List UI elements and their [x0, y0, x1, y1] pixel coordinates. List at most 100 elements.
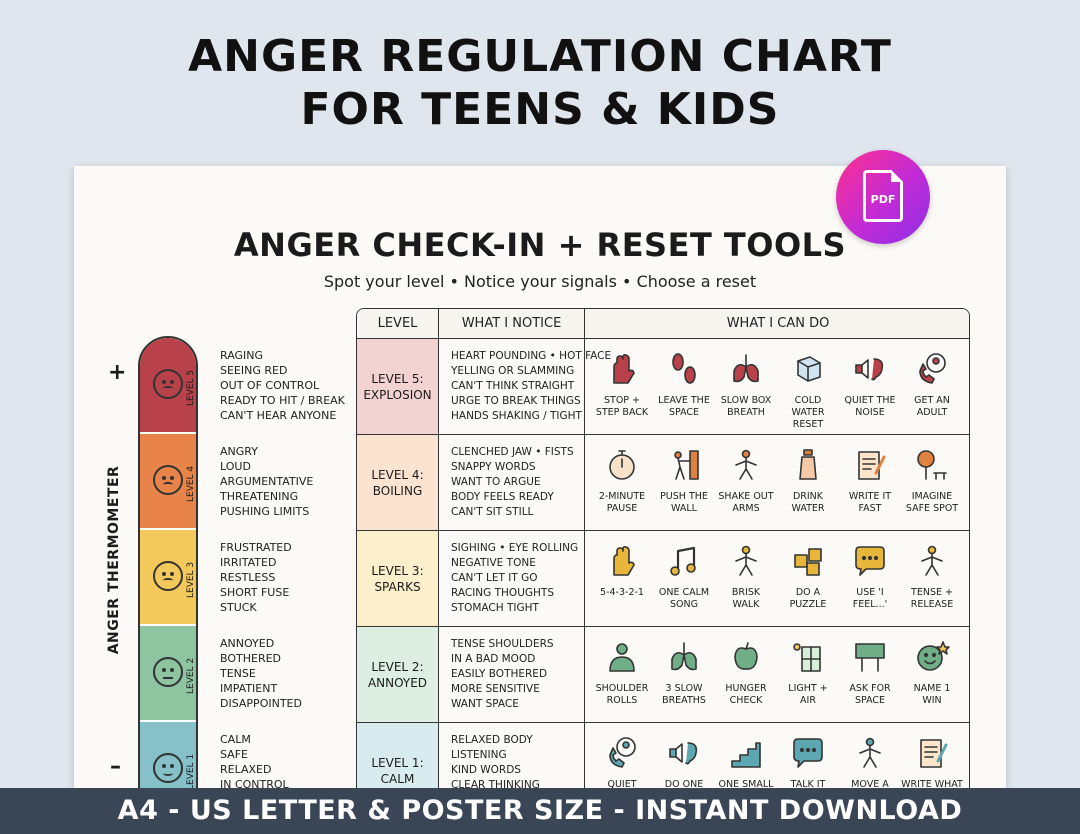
reset-tool-label: SHAKE OUT ARMS: [718, 491, 774, 514]
notice-item: SNAPPY WORDS: [451, 461, 536, 473]
signal-item: TENSE: [220, 667, 256, 680]
reset-tool-label: WRITE IT FAST: [848, 491, 892, 514]
reset-tool: NAME 1 WIN: [901, 639, 963, 719]
signal-item: RESTLESS: [220, 571, 276, 584]
reset-tool-label: COLD WATER RESET: [791, 395, 825, 430]
reset-tool-label: ONE CALM SONG: [658, 587, 710, 610]
reset-tool-label: TALK IT: [790, 779, 826, 790]
tree-bench-icon: [914, 447, 950, 483]
reset-tool: GET AN ADULT: [901, 351, 963, 431]
thermometer-signal-list: RAGING SEEING RED OUT OF CONTROL READY TO H…: [220, 348, 380, 423]
chat-icon: [790, 735, 826, 771]
thermometer-signal-list: ANGRY LOUD ARGUMENTATIVE THREATENING PUSHING…: [220, 444, 380, 519]
thermometer-signal-list: CALM SAFE RELAXED IN CONTROL: [220, 732, 380, 792]
walking-icon: [728, 543, 764, 579]
running-icon: [852, 735, 888, 771]
notice-item: CAN'T SIT STILL: [451, 506, 534, 518]
levels-table: LEVEL WHAT I NOTICE WHAT I CAN DO LEVEL …: [356, 308, 970, 806]
reset-tool-label: ONE SMALL: [718, 779, 774, 790]
level-cell: LEVEL 5: EXPLOSION: [357, 339, 439, 434]
notice-item: TENSE SHOULDERS: [451, 638, 554, 650]
pdf-badge: PDF: [836, 150, 930, 244]
emotion-face-icon: [153, 753, 183, 783]
reset-tool-label: QUIET: [607, 779, 637, 790]
reset-tool-label: WRITE WHAT: [901, 779, 963, 790]
anger-thermometer: [138, 336, 198, 806]
water-bottle-icon: [790, 447, 826, 483]
reset-tool: 3 SLOW BREATHS: [653, 639, 715, 719]
level-cell: LEVEL 3: SPARKS: [357, 531, 439, 626]
face-mouth: [163, 771, 173, 776]
reset-tool-label: 2-MINUTE PAUSE: [598, 491, 646, 514]
level-cell: LEVEL 2: ANNOYED: [357, 627, 439, 722]
hero-title-line2: FOR TEENS & KIDS: [300, 84, 780, 135]
notice-item: HANDS SHAKING / TIGHT: [451, 410, 582, 422]
notice-item: YELLING OR SLAMMING: [451, 365, 575, 377]
reset-tool-label: MOVE A: [851, 779, 889, 790]
signal-item: ANNOYED: [220, 637, 275, 650]
signal-item: DISAPPOINTED: [220, 697, 302, 710]
signal-item: FRUSTRATED: [220, 541, 292, 554]
window-sun-icon: [790, 639, 826, 675]
reset-tool: QUIET THE NOISE: [839, 351, 901, 431]
phone-adult-icon: [914, 351, 950, 387]
reset-tool: LEAVE THE SPACE: [653, 351, 715, 431]
table-row: LEVEL 2: ANNOYED TENSE SHOULDERS IN A BAD …: [357, 627, 969, 723]
signal-item: IMPATIENT: [220, 682, 278, 695]
reset-tool-label: 3 SLOW BREATHS: [662, 683, 706, 706]
thermometer-segment: [140, 626, 196, 722]
notice-item: RACING THOUGHTS: [451, 587, 554, 599]
reset-tool-label: 5-4-3-2-1: [600, 587, 644, 598]
notice-item: WANT SPACE: [451, 698, 519, 710]
thermometer-axis-label: ANGER THERMOMETER: [106, 465, 122, 655]
smiley-star-icon: [914, 639, 950, 675]
notice-cell: TENSE SHOULDERS IN A BAD MOOD EASILY BOTHE…: [439, 627, 585, 722]
signal-item: CALM: [220, 733, 251, 746]
header-do: WHAT I CAN DO: [726, 316, 830, 331]
thermometer-plus: +: [108, 360, 127, 385]
reset-tool: QUIET: [591, 735, 653, 806]
table-row: LEVEL 5: EXPLOSION HEART POUNDING • HOT F…: [357, 339, 969, 435]
notice-item: MORE SENSITIVE: [451, 683, 540, 695]
reset-tool-label: LEAVE THE SPACE: [658, 395, 710, 418]
tools-cell: SHOULDER ROLLS 3 SLOW BREATHS HUNGER CHECK…: [585, 627, 969, 722]
reset-tool-label: USE 'I FEEL...': [852, 587, 888, 610]
reset-tool: ASK FOR SPACE: [839, 639, 901, 719]
reset-tool-label: TENSE + RELEASE: [910, 587, 954, 610]
reset-tool: LIGHT + AIR: [777, 639, 839, 719]
ice-cube-icon: [790, 351, 826, 387]
headphones-book-icon: [604, 735, 640, 771]
reset-tool: TALK IT: [777, 735, 839, 806]
lungs-icon: [728, 351, 764, 387]
signal-item: RELAXED: [220, 763, 272, 776]
stop-hand-icon: [604, 351, 640, 387]
emotion-face-icon: [153, 561, 183, 591]
reset-tool: WRITE IT FAST: [839, 447, 901, 527]
notice-item: CLENCHED JAW • FISTS: [451, 446, 574, 458]
notice-item: CAN'T LET IT GO: [451, 572, 538, 584]
ear-icon: [852, 351, 888, 387]
journal-icon: [914, 735, 950, 771]
signal-item: THREATENING: [220, 490, 299, 503]
thermometer-segment: [140, 530, 196, 626]
signal-item: BOTHERED: [220, 652, 282, 665]
signal-item: IN CONTROL: [220, 778, 289, 791]
reset-tool-label: QUIET THE NOISE: [844, 395, 896, 418]
reset-tool-label: ASK FOR SPACE: [849, 683, 891, 706]
shake-arms-icon: [728, 447, 764, 483]
reset-tool: TENSE + RELEASE: [901, 543, 963, 623]
tools-cell: STOP + STEP BACK LEAVE THE SPACE SLOW BOX …: [585, 339, 969, 434]
face-mouth: [163, 677, 173, 679]
notepad-icon: [852, 447, 888, 483]
hand-icon: [604, 543, 640, 579]
thermometer-segment: [140, 434, 196, 530]
push-wall-icon: [666, 447, 702, 483]
speech-bubble-icon: [852, 543, 888, 579]
notice-item: URGE TO BREAK THINGS: [451, 395, 581, 407]
header-level: LEVEL: [357, 309, 439, 339]
signal-item: STUCK: [220, 601, 257, 614]
chart-sheet: ANGER CHECK-IN + RESET TOOLS Spot your l…: [74, 166, 1006, 806]
notice-item: BODY FEELS READY: [451, 491, 554, 503]
reset-tool-label: LIGHT + AIR: [788, 683, 828, 706]
reset-tool: 2-MINUTE PAUSE: [591, 447, 653, 527]
